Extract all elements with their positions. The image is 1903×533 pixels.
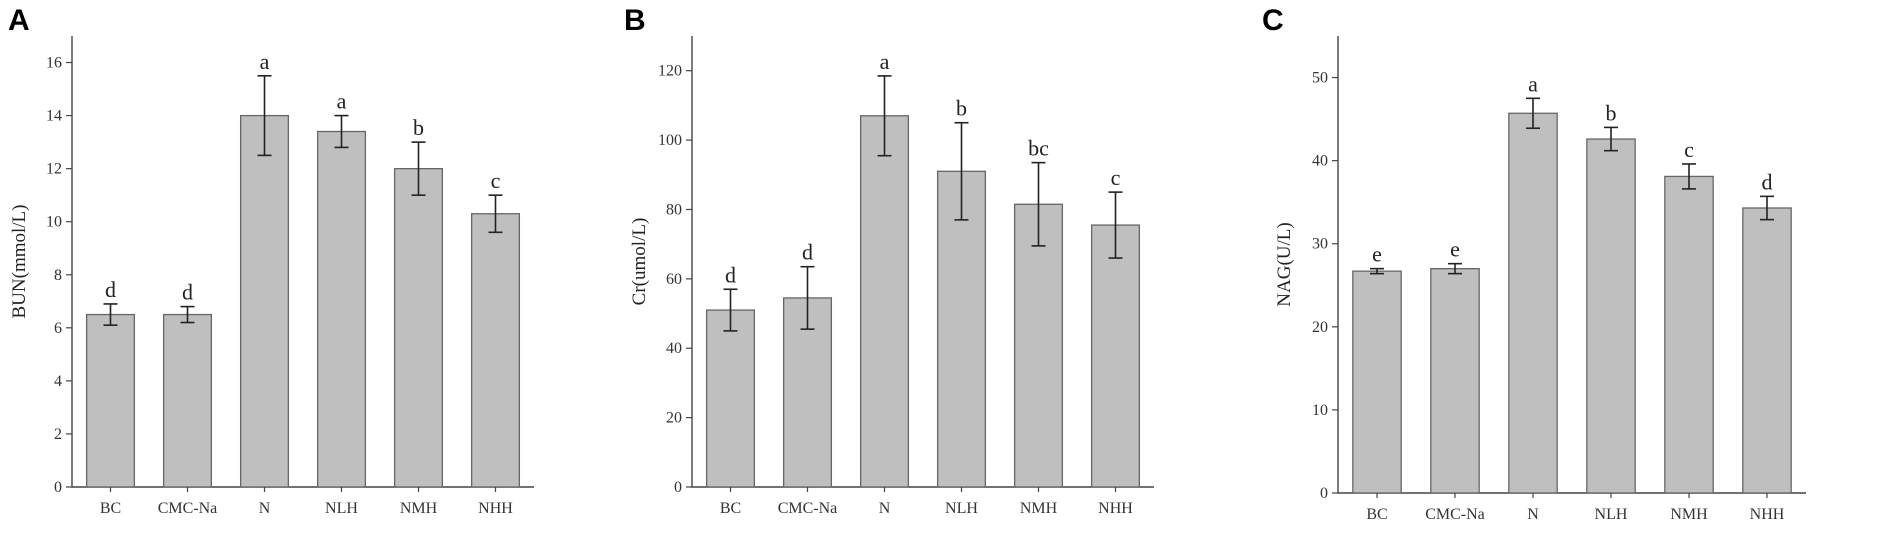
significance-letter: a [337, 89, 347, 114]
x-tick-label: CMC-Na [158, 500, 218, 517]
bar [1352, 270, 1402, 494]
bar [1664, 175, 1714, 494]
significance-letter: d [105, 277, 116, 302]
bar [393, 167, 444, 488]
bar [239, 114, 290, 488]
y-tick-label: 10 [46, 214, 62, 231]
panel-letter: C [1262, 4, 1284, 37]
bar [162, 313, 213, 488]
x-tick-label: BC [720, 500, 741, 517]
significance-letter: c [491, 168, 501, 193]
axis-frame [1337, 36, 1806, 494]
y-tick-label: 14 [46, 108, 62, 125]
significance-letter: b [956, 96, 967, 121]
x-tick-label: NLH [945, 500, 978, 517]
x-tick-label: N [1527, 506, 1539, 523]
significance-letter: b [413, 115, 424, 140]
x-tick-label: BC [100, 500, 121, 517]
y-tick-label: 20 [1312, 319, 1328, 336]
significance-letter: a [260, 49, 270, 74]
x-tick-label: CMC-Na [778, 500, 838, 517]
panel-letter: A [8, 4, 30, 37]
y-tick-label: 60 [666, 271, 682, 288]
y-tick-label: 100 [658, 132, 682, 149]
x-tick-label: N [259, 500, 271, 517]
y-tick-label: 10 [1312, 402, 1328, 419]
x-tick-label: NLH [325, 500, 358, 517]
y-tick-label: 2 [54, 426, 62, 443]
y-tick-label: 30 [1312, 236, 1328, 253]
y-axis-label: NAG(U/L) [1274, 222, 1295, 306]
significance-letter: c [1111, 165, 1121, 190]
x-tick-label: NHH [1098, 500, 1133, 517]
y-tick-label: 0 [674, 479, 682, 496]
bar [316, 130, 367, 488]
x-tick-label: CMC-Na [1425, 506, 1485, 523]
significance-letter: c [1684, 137, 1694, 162]
significance-letter: bc [1028, 136, 1049, 161]
x-tick-label: NMH [1020, 500, 1058, 517]
significance-letter: d [725, 262, 736, 287]
x-tick-label: BC [1366, 506, 1387, 523]
significance-letter: e [1450, 237, 1460, 262]
y-tick-label: 50 [1312, 70, 1328, 87]
y-tick-label: 6 [54, 320, 62, 337]
bar [1508, 112, 1558, 494]
bar [470, 213, 521, 488]
bar [85, 313, 136, 488]
significance-letter: b [1606, 100, 1617, 125]
y-tick-label: 40 [666, 340, 682, 357]
significance-letter: d [802, 240, 813, 265]
y-tick-label: 4 [54, 373, 62, 390]
y-tick-label: 12 [46, 161, 62, 178]
x-tick-label: NHH [478, 500, 513, 517]
y-tick-label: 40 [1312, 153, 1328, 170]
y-tick-label: 0 [54, 479, 62, 496]
significance-letter: a [1528, 71, 1538, 96]
x-tick-label: NMH [1670, 506, 1708, 523]
bar [1586, 138, 1636, 494]
bar [859, 115, 910, 488]
y-tick-label: 20 [666, 410, 682, 427]
x-tick-label: NMH [400, 500, 438, 517]
x-tick-label: NLH [1595, 506, 1628, 523]
axis-frame [691, 36, 1154, 488]
significance-letter: a [880, 49, 890, 74]
y-tick-label: 16 [46, 55, 62, 72]
significance-letter: d [1762, 169, 1773, 194]
y-tick-label: 8 [54, 267, 62, 284]
bar [1430, 268, 1480, 494]
y-tick-label: 120 [658, 63, 682, 80]
x-tick-label: NHH [1750, 506, 1785, 523]
significance-letter: e [1372, 242, 1382, 267]
bar [705, 309, 756, 488]
y-axis-label: Cr(umol/L) [629, 218, 650, 306]
bar [1090, 224, 1141, 488]
significance-letter: d [182, 280, 193, 305]
panel-letter: B [624, 4, 646, 37]
y-tick-label: 80 [666, 201, 682, 218]
bar [1742, 207, 1792, 494]
y-axis-label: BUN(mmol/L) [9, 205, 30, 319]
axis-frame [71, 36, 534, 488]
x-tick-label: N [879, 500, 891, 517]
y-tick-label: 0 [1320, 485, 1328, 502]
bar [1013, 203, 1064, 488]
